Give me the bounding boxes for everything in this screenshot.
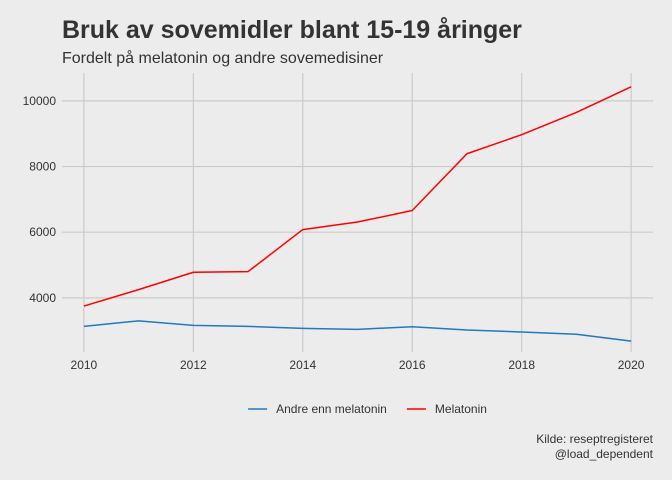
x-tick-label-2016: 2016 <box>399 358 426 372</box>
series-line-1 <box>83 320 632 342</box>
x-tick-label-2020: 2020 <box>618 358 645 372</box>
caption-source: Kilde: reseptregisteret <box>536 432 653 446</box>
legend: Andre enn melatonin Melatonin <box>248 402 487 416</box>
series-line-2 <box>83 86 632 307</box>
legend-item-2: Melatonin <box>406 402 487 416</box>
y-tick-label-4000: 4000 <box>29 291 56 305</box>
series-lines <box>83 86 632 342</box>
chart-subtitle: Fordelt på melatonin og andre sovemedisi… <box>62 49 384 67</box>
x-tick-label-2010: 2010 <box>71 358 98 372</box>
legend-label-1: Andre enn melatonin <box>276 402 387 416</box>
x-tick-label-2014: 2014 <box>289 358 316 372</box>
x-tick-label-2018: 2018 <box>508 358 535 372</box>
x-tick-label-2012: 2012 <box>180 358 207 372</box>
legend-label-2: Melatonin <box>435 402 487 416</box>
legend-item-1: Andre enn melatonin <box>248 402 387 416</box>
y-tick-label-8000: 8000 <box>29 160 56 174</box>
caption-author: @load_dependent <box>555 447 654 461</box>
axis-tick-labels: 4000 6000 8000 10000 2010 2012 2014 2016 2018 202… <box>23 94 645 372</box>
grid <box>62 73 653 352</box>
y-tick-label-10000: 10000 <box>23 94 57 108</box>
chart-title: Bruk av sovemidler blant 15-19 åringer <box>62 16 522 44</box>
y-tick-label-6000: 6000 <box>29 225 56 239</box>
